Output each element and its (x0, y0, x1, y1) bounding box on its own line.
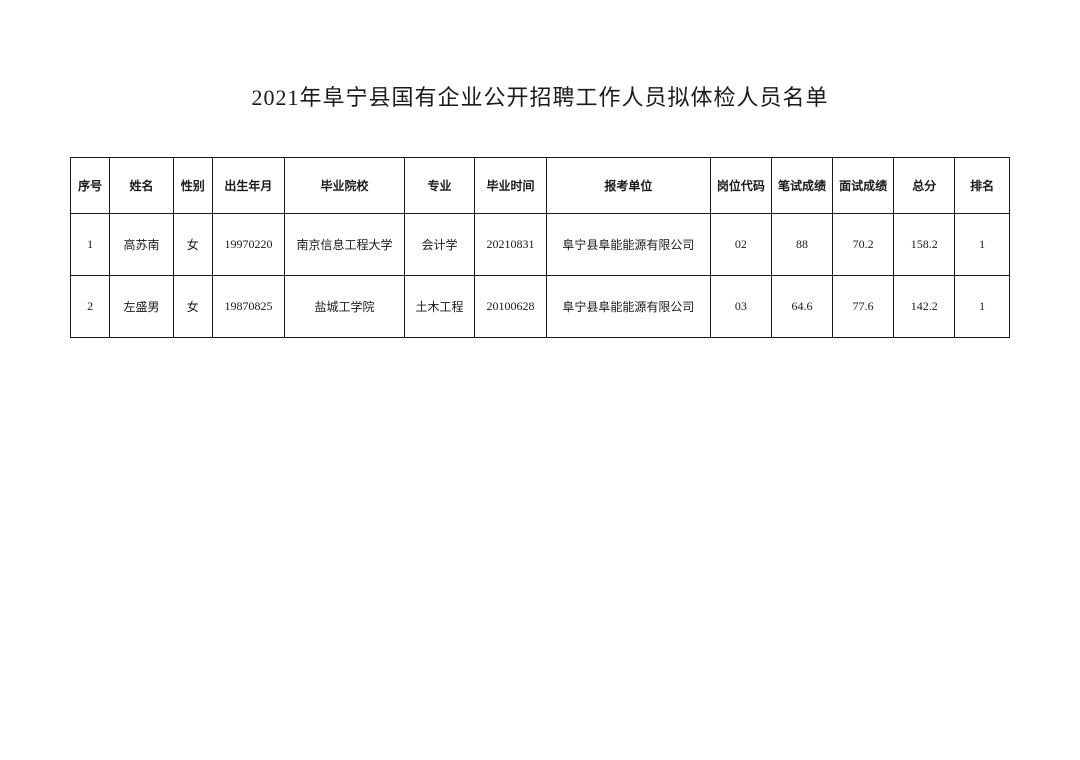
col-header-total: 总分 (894, 158, 955, 214)
table-row: 1 高苏南 女 19970220 南京信息工程大学 会计学 20210831 阜… (71, 214, 1010, 276)
col-header-interview: 面试成绩 (833, 158, 894, 214)
cell-total: 142.2 (894, 276, 955, 338)
col-header-major: 专业 (405, 158, 475, 214)
cell-major: 土木工程 (405, 276, 475, 338)
col-header-gradtime: 毕业时间 (474, 158, 546, 214)
cell-school: 盐城工学院 (284, 276, 404, 338)
candidates-table: 序号 姓名 性别 出生年月 毕业院校 专业 毕业时间 报考单位 岗位代码 笔试成… (70, 157, 1010, 338)
page-title: 2021年阜宁县国有企业公开招聘工作人员拟体检人员名单 (70, 80, 1010, 112)
cell-poscode: 03 (710, 276, 771, 338)
cell-total: 158.2 (894, 214, 955, 276)
col-header-written: 笔试成绩 (771, 158, 832, 214)
cell-poscode: 02 (710, 214, 771, 276)
cell-rank: 1 (955, 276, 1010, 338)
document-page: 2021年阜宁县国有企业公开招聘工作人员拟体检人员名单 序号 姓名 性别 出生年… (0, 0, 1080, 338)
cell-unit: 阜宁县阜能能源有限公司 (547, 276, 711, 338)
table-row: 2 左盛男 女 19870825 盐城工学院 土木工程 20100628 阜宁县… (71, 276, 1010, 338)
col-header-birth: 出生年月 (212, 158, 284, 214)
cell-gradtime: 20210831 (474, 214, 546, 276)
cell-written: 64.6 (771, 276, 832, 338)
col-header-rank: 排名 (955, 158, 1010, 214)
cell-school: 南京信息工程大学 (284, 214, 404, 276)
table-header-row: 序号 姓名 性别 出生年月 毕业院校 专业 毕业时间 报考单位 岗位代码 笔试成… (71, 158, 1010, 214)
cell-written: 88 (771, 214, 832, 276)
cell-interview: 77.6 (833, 276, 894, 338)
cell-major: 会计学 (405, 214, 475, 276)
cell-gender: 女 (173, 276, 212, 338)
cell-birth: 19870825 (212, 276, 284, 338)
cell-seq: 1 (71, 214, 110, 276)
col-header-gender: 性别 (173, 158, 212, 214)
col-header-unit: 报考单位 (547, 158, 711, 214)
col-header-poscode: 岗位代码 (710, 158, 771, 214)
cell-birth: 19970220 (212, 214, 284, 276)
cell-name: 左盛男 (110, 276, 173, 338)
col-header-school: 毕业院校 (284, 158, 404, 214)
col-header-seq: 序号 (71, 158, 110, 214)
cell-gender: 女 (173, 214, 212, 276)
cell-gradtime: 20100628 (474, 276, 546, 338)
cell-rank: 1 (955, 214, 1010, 276)
col-header-name: 姓名 (110, 158, 173, 214)
cell-unit: 阜宁县阜能能源有限公司 (547, 214, 711, 276)
cell-interview: 70.2 (833, 214, 894, 276)
cell-seq: 2 (71, 276, 110, 338)
cell-name: 高苏南 (110, 214, 173, 276)
